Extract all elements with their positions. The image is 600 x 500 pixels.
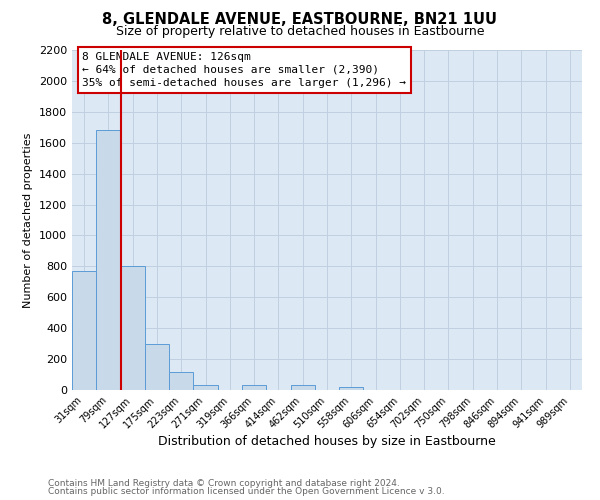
Bar bbox=[193, 384, 218, 390]
Text: Contains public sector information licensed under the Open Government Licence v : Contains public sector information licen… bbox=[48, 487, 445, 496]
Bar bbox=[72, 271, 96, 390]
Bar bbox=[290, 386, 315, 390]
Bar bbox=[145, 344, 169, 390]
Bar bbox=[169, 372, 193, 390]
Bar bbox=[242, 384, 266, 390]
Bar bbox=[121, 266, 145, 390]
Text: Contains HM Land Registry data © Crown copyright and database right 2024.: Contains HM Land Registry data © Crown c… bbox=[48, 478, 400, 488]
Bar bbox=[96, 130, 121, 390]
X-axis label: Distribution of detached houses by size in Eastbourne: Distribution of detached houses by size … bbox=[158, 436, 496, 448]
Text: 8 GLENDALE AVENUE: 126sqm
← 64% of detached houses are smaller (2,390)
35% of se: 8 GLENDALE AVENUE: 126sqm ← 64% of detac… bbox=[82, 52, 406, 88]
Text: Size of property relative to detached houses in Eastbourne: Size of property relative to detached ho… bbox=[116, 25, 484, 38]
Text: 8, GLENDALE AVENUE, EASTBOURNE, BN21 1UU: 8, GLENDALE AVENUE, EASTBOURNE, BN21 1UU bbox=[103, 12, 497, 28]
Bar bbox=[339, 387, 364, 390]
Y-axis label: Number of detached properties: Number of detached properties bbox=[23, 132, 34, 308]
